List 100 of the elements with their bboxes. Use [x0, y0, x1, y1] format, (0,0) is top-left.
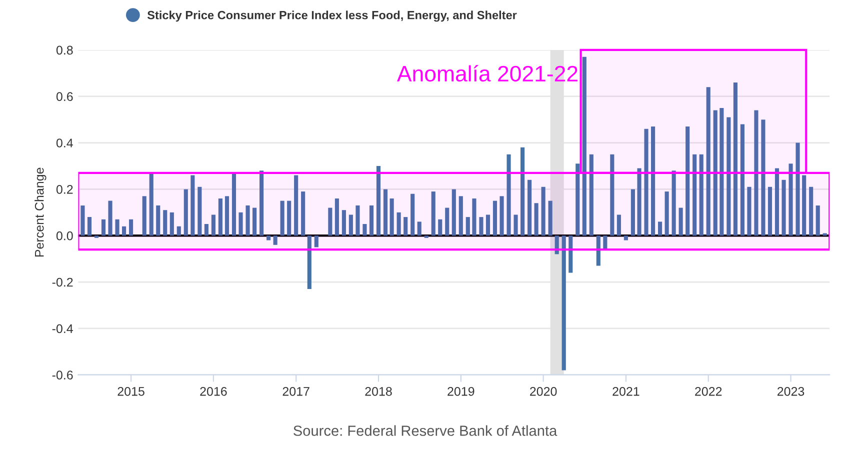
bar — [713, 110, 718, 236]
bar — [754, 110, 758, 236]
bar — [534, 203, 538, 236]
bar — [761, 120, 766, 236]
bar — [252, 208, 257, 236]
bar — [163, 210, 168, 236]
bar — [788, 164, 793, 236]
bar — [115, 219, 120, 236]
bar — [562, 236, 566, 370]
bar — [726, 117, 731, 236]
bar — [431, 192, 436, 236]
bar — [624, 236, 628, 240]
x-tick-label: 2016 — [200, 386, 227, 396]
bar — [768, 186, 772, 236]
bar — [672, 170, 676, 236]
bar — [541, 186, 546, 236]
bar — [87, 217, 92, 236]
bar — [101, 219, 106, 236]
bar — [238, 212, 243, 236]
bar — [630, 189, 635, 236]
source-note: Source: Federal Reserve Bank of Atlanta — [294, 425, 558, 436]
bar — [774, 168, 780, 236]
bar — [287, 200, 292, 236]
bar — [342, 210, 346, 236]
bar — [733, 82, 738, 236]
x-tick-label: 2022 — [695, 386, 722, 396]
bar — [686, 126, 690, 236]
bar — [596, 236, 600, 266]
bar — [548, 200, 552, 236]
bar — [383, 189, 388, 236]
bar — [142, 196, 146, 236]
bar — [796, 142, 800, 236]
y-tick-label: 0.4 — [56, 138, 73, 148]
bar — [514, 214, 518, 236]
bar — [466, 217, 470, 236]
x-tick-label: 2021 — [612, 386, 640, 396]
bar — [396, 212, 401, 236]
bar — [576, 164, 580, 236]
bar — [369, 205, 374, 236]
y-tick-label: -0.6 — [52, 370, 73, 380]
band-label: Anomalía 2021-22 — [396, 64, 578, 82]
bar — [740, 124, 744, 236]
bar — [651, 126, 656, 236]
bar — [816, 205, 820, 236]
bar — [307, 236, 312, 289]
bar — [486, 214, 490, 236]
bar — [699, 154, 704, 236]
bar — [782, 180, 786, 236]
y-axis-title: Percent Change — [34, 168, 46, 257]
bar — [809, 186, 814, 236]
bar — [404, 217, 408, 236]
bar — [417, 222, 422, 236]
bar — [479, 217, 484, 236]
bar — [149, 172, 154, 236]
bar — [376, 166, 381, 236]
legend-label: Sticky Price Consumer Price Index less Food, Energy, and Shelter — [147, 10, 517, 22]
y-tick-label: 0.8 — [56, 46, 73, 55]
bar — [80, 205, 85, 236]
bar — [260, 170, 264, 236]
bar — [528, 180, 532, 236]
bar — [176, 226, 181, 236]
bar — [637, 168, 642, 236]
bar — [603, 236, 608, 250]
bar — [500, 196, 504, 236]
bar — [348, 214, 353, 236]
bar — [390, 198, 394, 236]
bar — [328, 208, 332, 236]
bar — [720, 108, 724, 236]
bar — [246, 205, 250, 236]
bar — [362, 224, 367, 236]
y-tick-label: 0.0 — [56, 231, 73, 240]
bar — [582, 56, 586, 236]
bar — [108, 200, 112, 236]
bar — [692, 154, 697, 236]
x-tick-label: 2020 — [530, 386, 557, 396]
bar — [472, 198, 476, 236]
bar — [129, 219, 134, 236]
bar — [184, 189, 188, 236]
bar — [616, 214, 621, 236]
bar — [568, 236, 573, 273]
x-tick-label: 2017 — [282, 386, 310, 396]
bar — [664, 192, 669, 236]
bar — [170, 212, 174, 236]
bar — [438, 219, 442, 236]
y-tick-label: 0.6 — [56, 92, 73, 102]
y-tick-label: -0.2 — [52, 278, 73, 287]
x-tick-label: 2019 — [448, 386, 474, 396]
y-tick-label: 0.2 — [56, 184, 73, 194]
bar — [678, 208, 683, 236]
bar — [156, 205, 160, 236]
bar — [802, 175, 806, 236]
bar — [122, 226, 126, 236]
bar — [190, 175, 195, 236]
x-tick-label: 2018 — [365, 386, 392, 396]
bar — [452, 189, 456, 236]
bar — [198, 186, 202, 236]
bar — [266, 236, 271, 240]
bar — [356, 205, 360, 236]
bar — [458, 196, 463, 236]
bar — [273, 236, 278, 245]
